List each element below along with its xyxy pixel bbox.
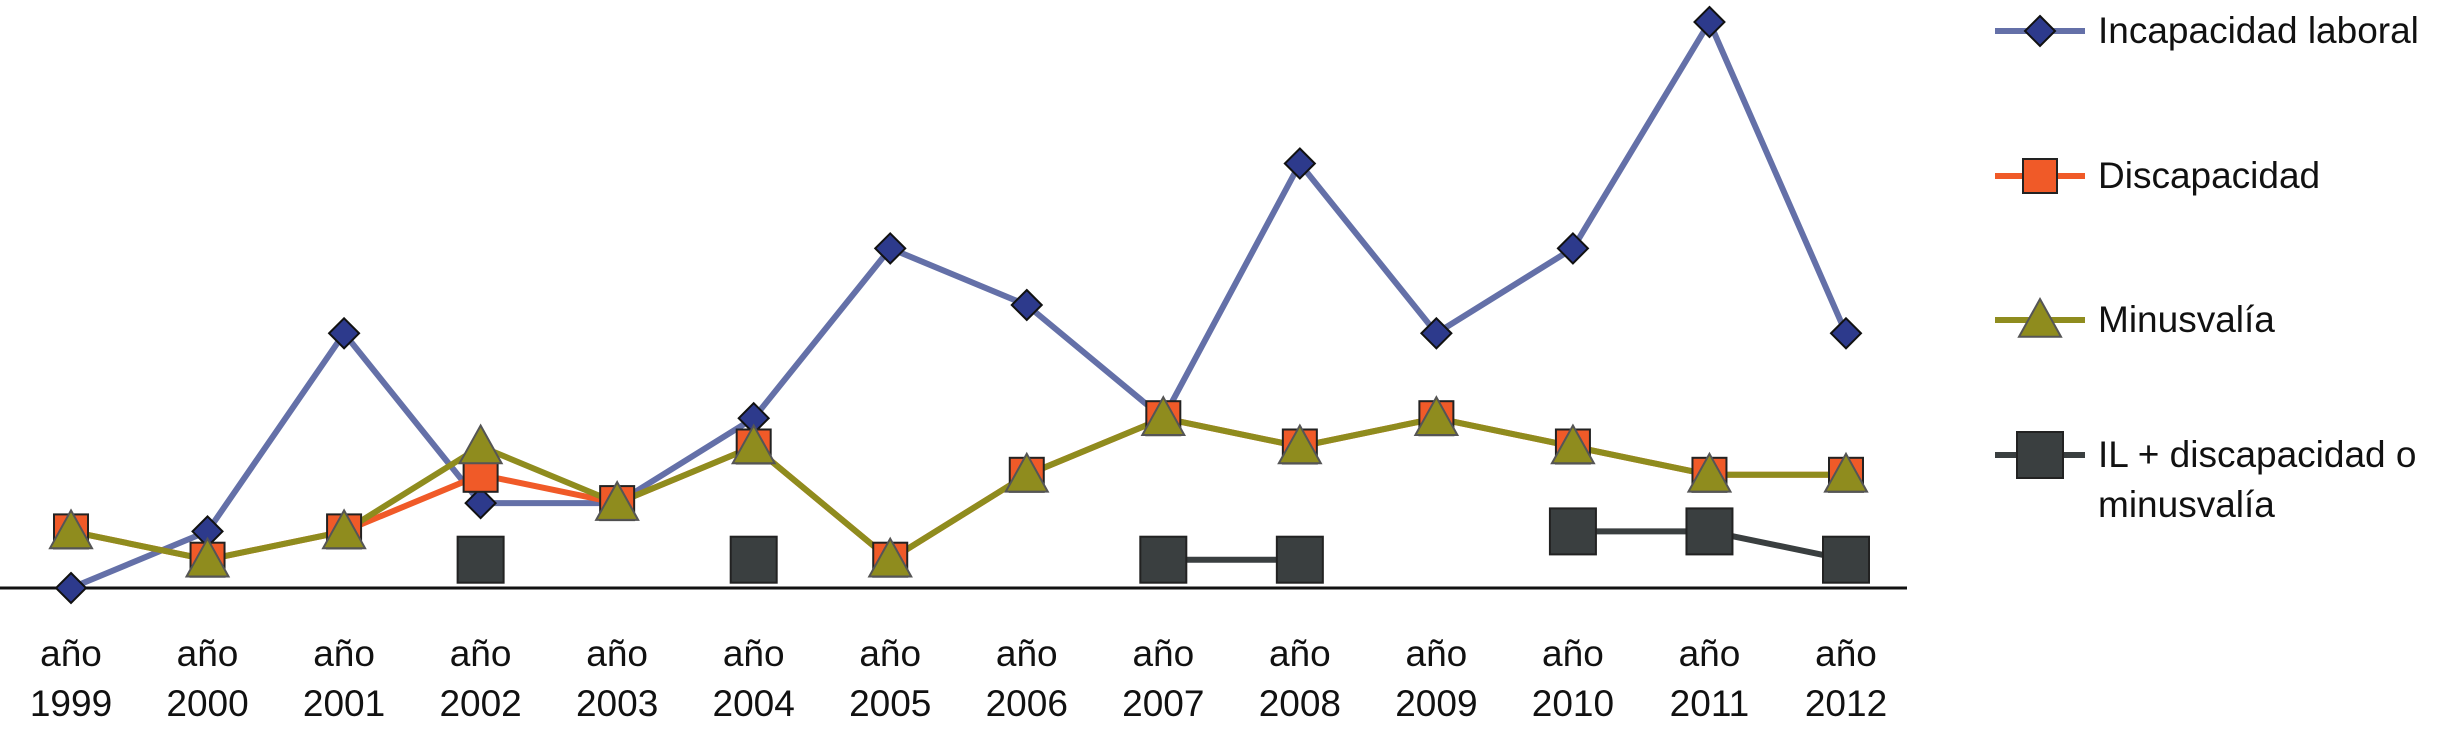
x-tick-label-line: año [996,633,1058,674]
marker [1548,507,1597,556]
marker [1685,507,1734,556]
x-tick-label-line: año [177,633,239,674]
x-tick-label: año 2008 [1259,633,1341,724]
x-tick-label: año 2000 [166,633,248,724]
marker [1010,288,1044,322]
legend-label: Minusvalía [2098,299,2275,340]
marker [1693,5,1726,39]
marker [321,508,367,550]
x-tick-label-line: año [1542,633,1604,674]
marker [327,316,361,350]
marker [1283,147,1317,180]
x-tick-label: año 2002 [439,633,521,724]
x-tick-label: año 2009 [1395,633,1477,724]
x-tick-label-line: 2008 [1259,683,1341,724]
marker [48,508,94,550]
x-tick-label-line: año [586,633,648,674]
x-tick-label-line: año [450,633,512,674]
x-tick-label-line: 1999 [30,683,112,724]
x-tick-label-line: 2012 [1805,683,1887,724]
marker [730,423,777,465]
marker [1686,451,1733,493]
x-tick-label: año 2012 [1805,633,1887,724]
marker [456,535,505,584]
legend-label: IL + discapacidad o minusvalía [2098,434,2417,525]
marker [1413,395,1460,436]
marker [2017,296,2063,338]
marker [867,536,913,578]
marker [1550,423,1596,465]
marker [184,536,231,578]
x-tick-label-line: año [40,633,102,674]
x-tick-label-line: 2000 [166,683,248,724]
x-tick-label: año 2005 [849,633,931,724]
marker [594,480,640,521]
x-tick-label-line: 2003 [576,683,658,724]
series-line [69,19,1849,591]
x-tick-label-line: año [1269,633,1331,674]
x-tick-label-line: 2011 [1670,683,1750,724]
marker [457,423,504,465]
x-tick-label: año 2004 [713,633,795,724]
x-tick-label: año 1999 [30,633,112,724]
x-tick-label-line: año [859,633,921,674]
marker [1823,451,1869,493]
marker [729,535,778,584]
x-tick-label-line: 2004 [713,683,795,724]
x-tick-label-line: 2007 [1122,683,1204,724]
marker [2022,158,2058,194]
marker [464,486,498,520]
x-tick-label: año 2010 [1532,633,1614,724]
x-tick-label: año 2003 [576,633,658,724]
x-tick-label: año 2001 [303,633,385,724]
x-tick-label-line: año [1815,633,1877,674]
x-tick-label-line: 2009 [1395,683,1477,724]
marker [2016,431,2064,479]
marker [1139,535,1188,584]
marker [1140,395,1187,436]
x-tick-label-line: 2005 [849,683,931,724]
x-tick-label: año 2006 [986,633,1068,724]
x-tick-label-line: año [313,633,375,674]
legend-label: Discapacidad [2098,155,2321,196]
marker [1277,423,1323,465]
x-tick-label-line: año [1679,633,1741,674]
series-line [1163,528,1847,563]
marker [1004,451,1050,493]
legend-label: Incapacidad laboral [2098,10,2419,51]
x-tick-label-line: 2001 [303,683,385,724]
x-tick-label-line: año [1132,633,1194,674]
marker [873,231,907,265]
marker [1275,535,1324,584]
marker [1419,316,1453,350]
marker [54,571,88,605]
marker [1556,231,1590,265]
marker [2023,14,2057,48]
x-tick-label: año 2007 [1122,633,1204,724]
x-tick-label-line: año [1406,633,1468,674]
x-tick-label-line: 2002 [439,683,521,724]
marker [1829,316,1863,350]
x-tick-label-line: 2010 [1532,683,1614,724]
x-tick-label: año 2011 [1670,633,1750,724]
x-tick-label-line: año [723,633,785,674]
series-line [70,415,1846,563]
x-tick-label-line: 2006 [986,683,1068,724]
marker [1822,535,1870,584]
